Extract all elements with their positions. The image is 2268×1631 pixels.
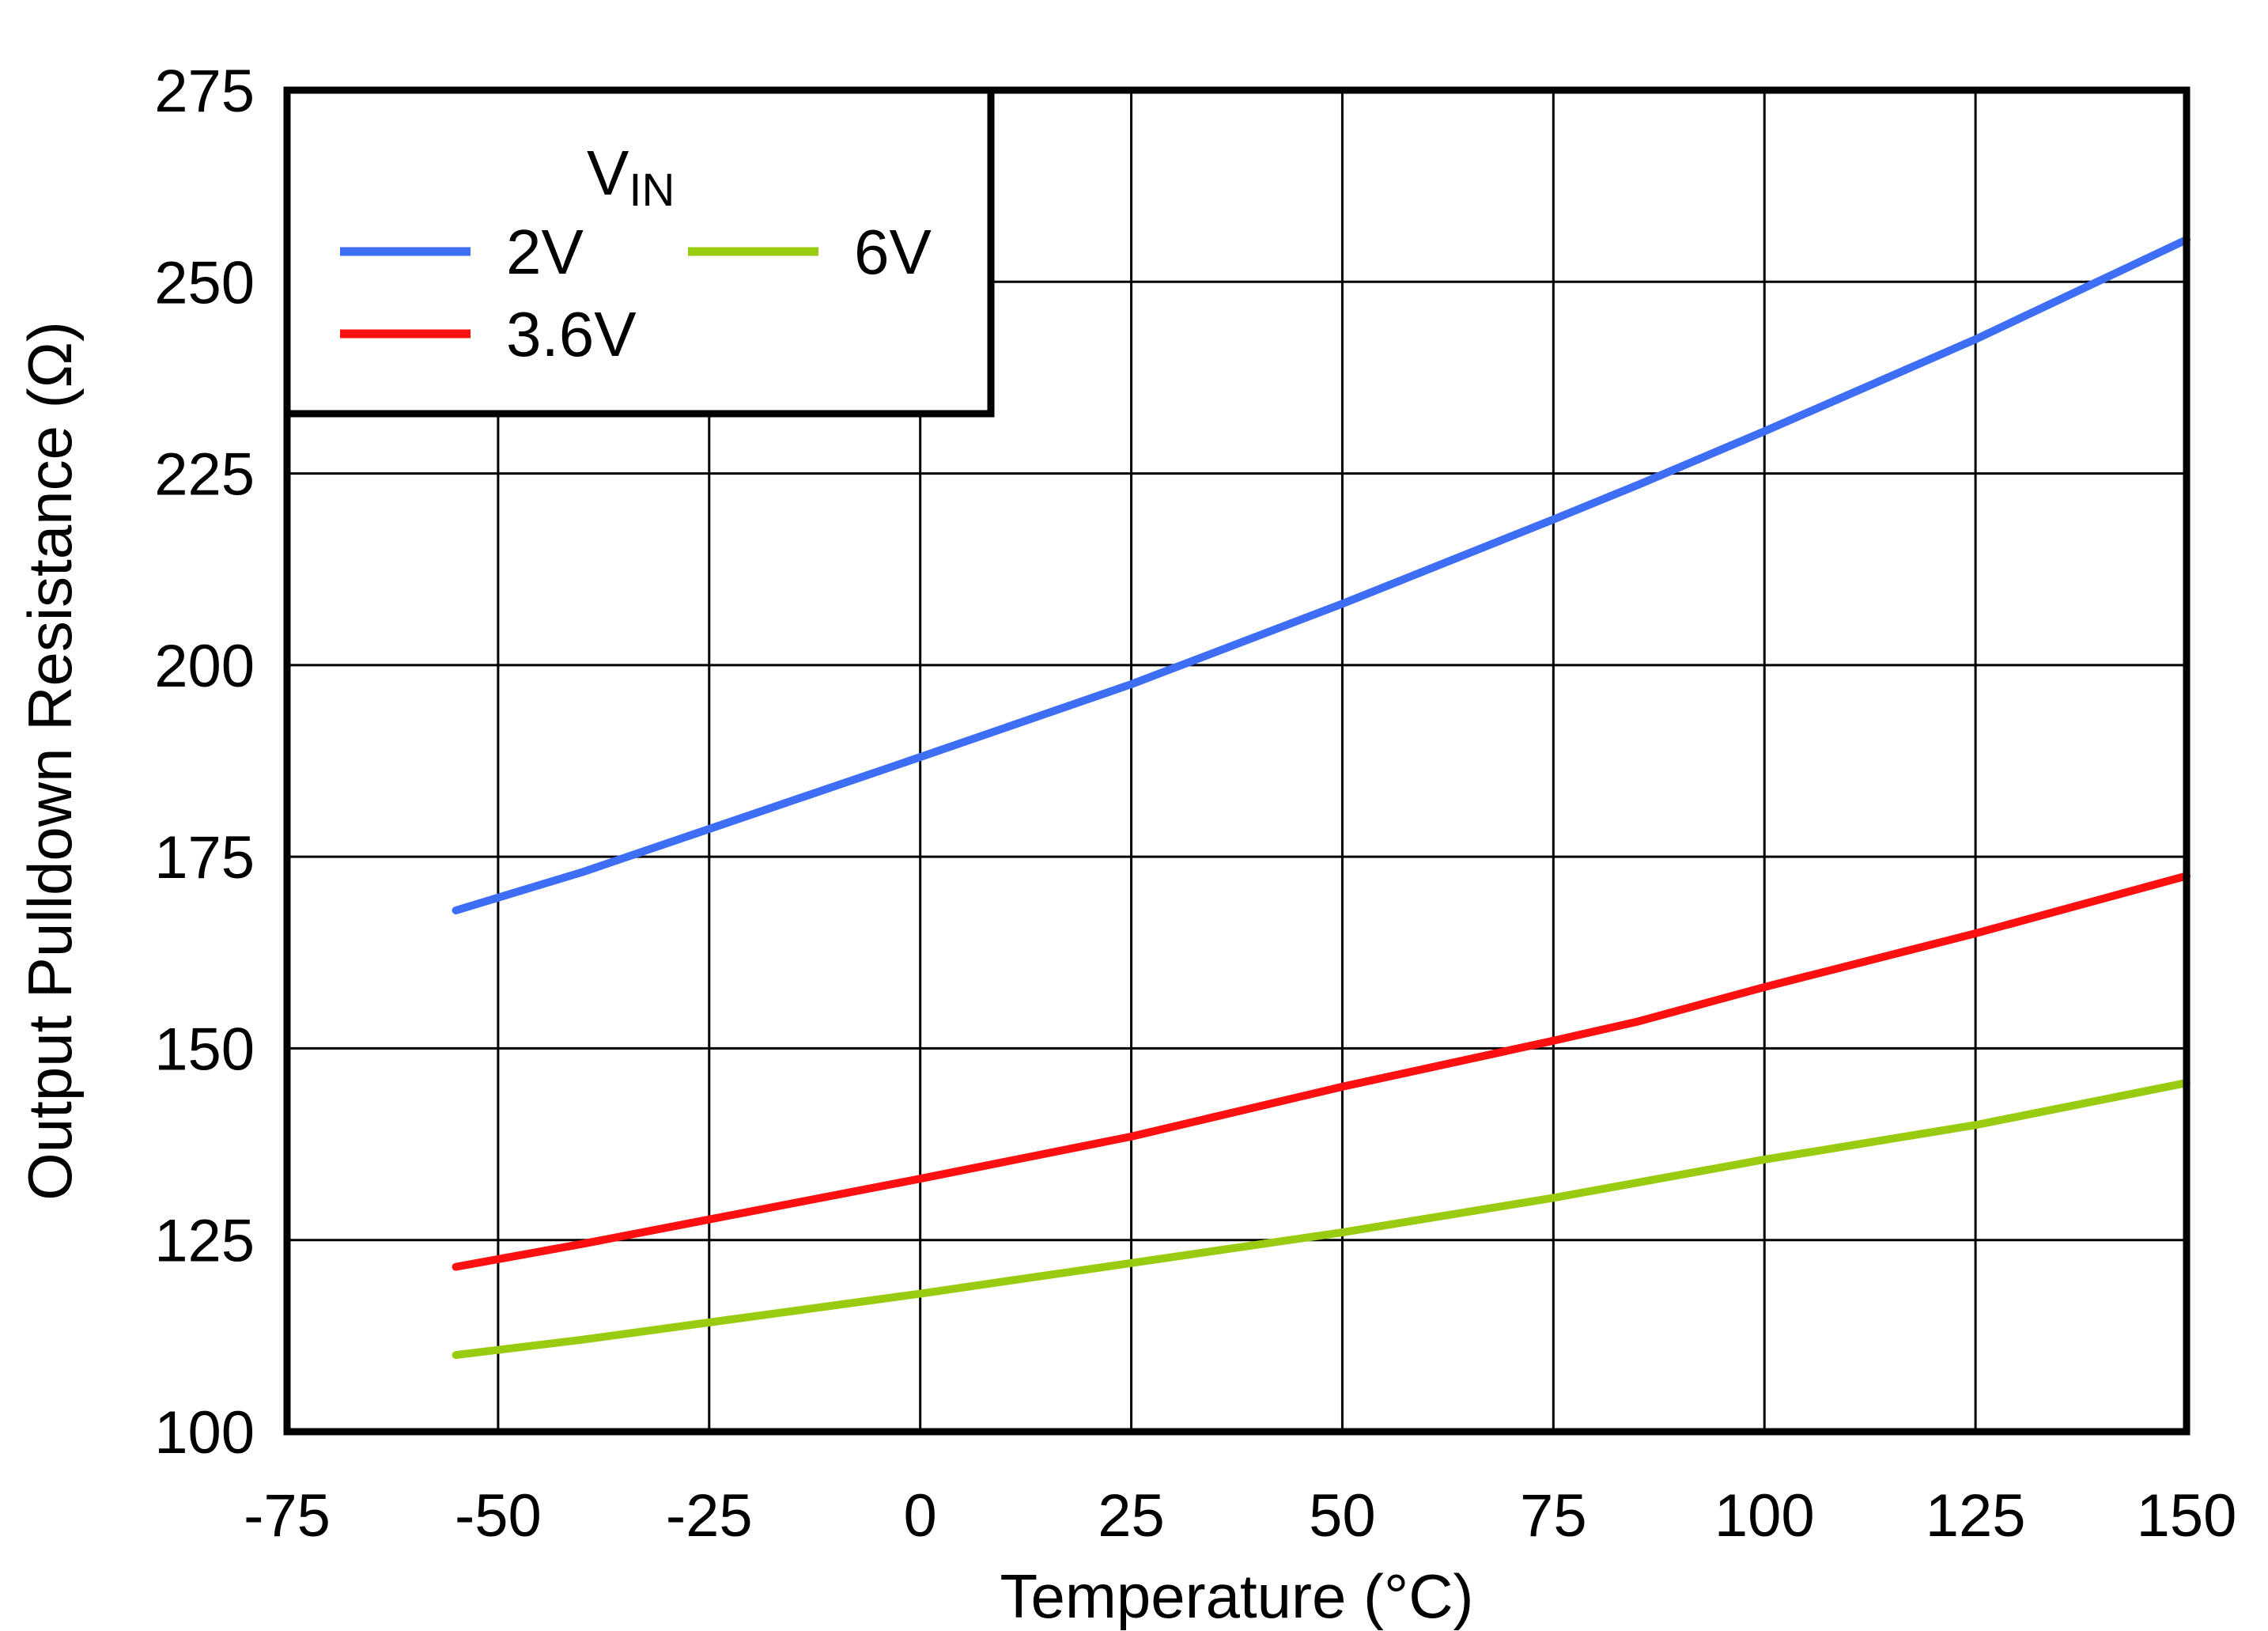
y-tick-label: 100 [154, 1399, 255, 1466]
x-tick-label: -75 [244, 1482, 331, 1550]
x-tick-label: -50 [455, 1482, 542, 1550]
y-tick-label: 250 [154, 249, 255, 316]
legend: VIN 2V 3.6V 6V [283, 86, 995, 418]
x-tick-label: 50 [1309, 1482, 1376, 1550]
y-tick-label: 175 [154, 824, 255, 891]
legend-title: VIN [587, 138, 675, 216]
x-tick-label: 0 [904, 1482, 937, 1550]
x-tick-label: 100 [1714, 1482, 1815, 1550]
y-tick-label: 225 [154, 441, 255, 509]
x-tick-label: 75 [1520, 1482, 1587, 1550]
x-tick-label: 150 [2137, 1482, 2237, 1550]
x-tick-label: 25 [1098, 1482, 1165, 1550]
tick-labels: -75 -50 -25 0 25 50 75 100 125 150 100 125 150 175 200… [154, 58, 2236, 1550]
y-tick-label: 200 [154, 633, 255, 700]
y-tick-label: 275 [154, 58, 255, 125]
x-tick-label: 125 [1926, 1482, 2026, 1550]
plot-frame [283, 86, 2191, 1436]
x-tick-label: -25 [666, 1482, 753, 1550]
series-line-6V [452, 1079, 2191, 1360]
series-line-3.6V [452, 872, 2191, 1271]
legend-label-3.6V: 3.6V [506, 299, 637, 369]
x-axis-title: Temperature (°C) [1000, 1561, 1473, 1631]
y-tick-label: 150 [154, 1016, 255, 1083]
y-axis-title: Output Pulldown Resistance (Ω) [15, 321, 85, 1201]
y-tick-label: 125 [154, 1208, 255, 1275]
legend-label-6V: 6V [854, 217, 932, 287]
series-lines [452, 235, 2191, 1360]
series-line-2V [452, 235, 2191, 914]
legend-label-2V: 2V [506, 217, 584, 287]
